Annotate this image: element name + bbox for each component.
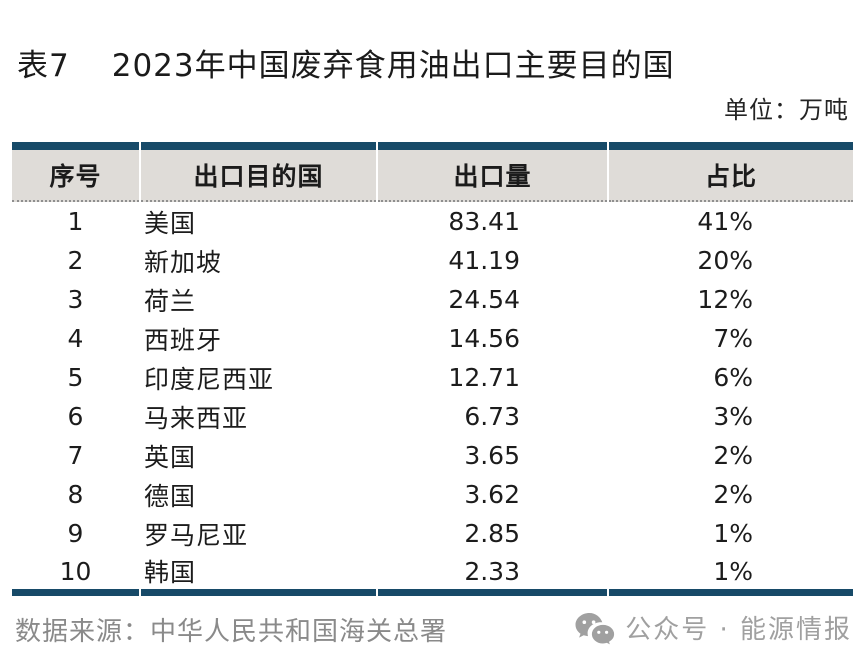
cell-country: 西班牙 (141, 319, 376, 358)
wechat-icon (574, 611, 616, 649)
table-row: 7 英国 3.65 2% (12, 436, 853, 475)
cell-share: 2% (609, 436, 853, 475)
table-label: 表7 (17, 48, 70, 84)
cell-volume: 2.33 (378, 553, 607, 596)
cell-volume: 12.71 (378, 358, 607, 397)
cell-volume: 6.73 (378, 397, 607, 436)
cell-country: 新加坡 (141, 241, 376, 280)
cell-share: 6% (609, 358, 853, 397)
cell-rank: 5 (12, 358, 139, 397)
cell-country: 德国 (141, 475, 376, 514)
table-body: 1 美国 83.41 41% 2 新加坡 41.19 20% 3 荷兰 24.54 12% 4 西班牙 14… (12, 202, 853, 596)
page-title: 表7 2023年中国废弃食用油出口主要目的国 (17, 47, 675, 85)
table-row: 8 德国 3.62 2% (12, 475, 853, 514)
table-row: 9 罗马尼亚 2.85 1% (12, 514, 853, 553)
cell-volume: 41.19 (378, 241, 607, 280)
cell-volume: 83.41 (378, 202, 607, 241)
cell-country: 英国 (141, 436, 376, 475)
badge-text: 公众号 · 能源情报 (625, 615, 852, 645)
cell-share: 2% (609, 475, 853, 514)
cell-share: 3% (609, 397, 853, 436)
cell-country: 荷兰 (141, 280, 376, 319)
table-row: 2 新加坡 41.19 20% (12, 241, 853, 280)
cell-rank: 10 (12, 553, 139, 596)
cell-volume: 2.85 (378, 514, 607, 553)
header-cell-volume: 出口量 (378, 142, 607, 202)
cell-share: 41% (609, 202, 853, 241)
header-cell-country: 出口目的国 (141, 142, 376, 202)
cell-country: 印度尼西亚 (141, 358, 376, 397)
cell-rank: 1 (12, 202, 139, 241)
title-text: 2023年中国废弃食用油出口主要目的国 (111, 48, 675, 84)
cell-volume: 14.56 (378, 319, 607, 358)
cell-share: 12% (609, 280, 853, 319)
cell-volume: 24.54 (378, 280, 607, 319)
cell-share: 7% (609, 319, 853, 358)
cell-country: 韩国 (141, 553, 376, 596)
table-row: 3 荷兰 24.54 12% (12, 280, 853, 319)
cell-volume: 3.62 (378, 475, 607, 514)
unit-note: 单位：万吨 (724, 96, 849, 124)
data-source: 数据来源：中华人民共和国海关总署 (15, 617, 448, 647)
cell-rank: 3 (12, 280, 139, 319)
cell-rank: 4 (12, 319, 139, 358)
header-cell-rank: 序号 (12, 142, 139, 202)
wechat-badge: 公众号 · 能源情报 (574, 610, 852, 650)
table-row: 10 韩国 2.33 1% (12, 553, 853, 596)
table-row: 5 印度尼西亚 12.71 6% (12, 358, 853, 397)
cell-country: 美国 (141, 202, 376, 241)
cell-rank: 7 (12, 436, 139, 475)
table-row: 4 西班牙 14.56 7% (12, 319, 853, 358)
cell-country: 马来西亚 (141, 397, 376, 436)
table-row: 6 马来西亚 6.73 3% (12, 397, 853, 436)
header-cell-share: 占比 (609, 142, 853, 202)
cell-share: 1% (609, 514, 853, 553)
table-wrap: 序号 出口目的国 出口量 占比 1 美国 83.41 41% 2 新加坡 41.19 20% 3… (10, 142, 855, 596)
cell-rank: 8 (12, 475, 139, 514)
cell-country: 罗马尼亚 (141, 514, 376, 553)
cell-volume: 3.65 (378, 436, 607, 475)
data-table: 序号 出口目的国 出口量 占比 1 美国 83.41 41% 2 新加坡 41.19 20% 3… (10, 142, 855, 596)
cell-rank: 2 (12, 241, 139, 280)
cell-share: 20% (609, 241, 853, 280)
table-row: 1 美国 83.41 41% (12, 202, 853, 241)
cell-share: 1% (609, 553, 853, 596)
table-header-row: 序号 出口目的国 出口量 占比 (12, 142, 853, 202)
cell-rank: 9 (12, 514, 139, 553)
cell-rank: 6 (12, 397, 139, 436)
